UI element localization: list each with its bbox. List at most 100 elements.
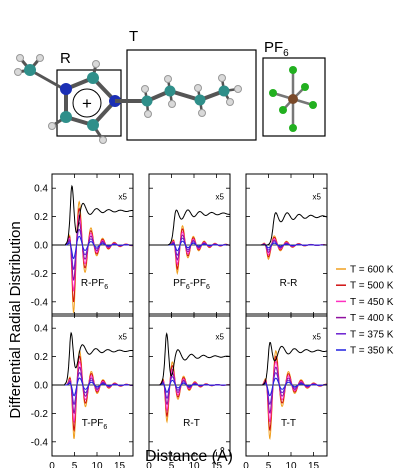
curve-600k (246, 235, 327, 261)
y-tick-label: 0.0 (34, 241, 48, 252)
bond (29, 68, 63, 90)
scale-label: x5 (119, 333, 128, 342)
x-tick-label: 0 (146, 461, 152, 468)
y-tick-label: -0.2 (31, 269, 49, 280)
scaled-curve (52, 184, 133, 246)
curves (149, 209, 230, 276)
panel-label: T-PF6 (82, 418, 108, 431)
legend-label: T = 375 K (350, 329, 394, 340)
nitrogen-atom (60, 83, 72, 95)
hydrogen-atom (226, 98, 234, 106)
fluorine-atom (269, 89, 277, 97)
fluorine-atom (289, 124, 297, 132)
x-tick-label: 0 (49, 461, 55, 468)
panel: 0 5 10 15 x5 R-T (146, 313, 231, 468)
panel-label: R-R (280, 278, 298, 289)
hydrogen-atom (234, 85, 242, 93)
x-tick-label: 10 (91, 461, 103, 468)
panel: x5 PF6-PF6 (148, 173, 231, 317)
x-tick-label: 10 (285, 461, 297, 468)
legend-label: T = 450 K (350, 297, 394, 308)
carbon-atom (87, 72, 99, 84)
panel-label: PF6-PF6 (173, 278, 210, 291)
x-tick-label: 5 (169, 461, 175, 468)
carbon-atom (24, 64, 36, 76)
carbon-atom (141, 95, 153, 107)
scaled-curve (246, 342, 327, 386)
scale-label: x5 (313, 333, 322, 342)
panel: 0 5 10 15 x5 T-T (243, 313, 328, 468)
hydrogen-atom (36, 54, 44, 62)
y-tick-label: 0.4 (34, 184, 48, 195)
hydrogen-atom (168, 100, 176, 108)
fluorine-atom (301, 83, 309, 91)
x-tick-label: 0 (243, 461, 249, 468)
panel-label: R-T (183, 418, 200, 429)
legend-label: T = 600 K (350, 265, 394, 276)
hydrogen-atom (14, 68, 22, 76)
legend-label: T = 400 K (350, 313, 394, 324)
legend-label: T = 500 K (350, 281, 394, 292)
y-tick-label: -0.4 (31, 437, 49, 448)
y-axis-title: Differential Radial Distribution (7, 221, 24, 418)
scaled-curve (246, 212, 327, 246)
hydrogen-atom (218, 74, 226, 82)
carbon-atom (164, 85, 176, 97)
ring-charge-marker (72, 88, 102, 118)
group-box-pf6 (262, 57, 326, 137)
hydrogen-atom (141, 85, 149, 93)
hydrogen-atom (198, 109, 206, 117)
y-tick-label: 0.2 (34, 352, 48, 363)
panel: -0.4 -0.2 0.0 0.2 0.4 x5 R-PF6 (31, 173, 134, 317)
curve-350k (52, 377, 133, 397)
phosphorus-atom (288, 94, 298, 104)
curves (52, 184, 133, 314)
group-label-pf6: PF6 (264, 39, 289, 59)
fluorine-atom (309, 101, 317, 109)
curves (246, 342, 327, 441)
x-tick-label: 5 (72, 461, 78, 468)
fluorine-atom (279, 106, 287, 114)
panel: x5 R-R (245, 173, 328, 317)
scale-label: x5 (313, 193, 322, 202)
legend-label: T = 350 K (350, 346, 394, 357)
hydrogen-atom (164, 75, 172, 83)
carbon-atom (194, 94, 206, 106)
panel-grid: -0.4 -0.2 0.0 0.2 0.4 x5 R-PF6 x5 PF6-PF6 x5 R-R -0… (31, 173, 328, 468)
fluorine-atom (289, 66, 297, 74)
curve-350k (149, 379, 230, 394)
x-tick-label: 10 (188, 461, 200, 468)
y-tick-label: 0.4 (34, 324, 48, 335)
carbon-atom (218, 85, 230, 97)
hydrogen-atom (16, 54, 24, 62)
hydrogen-atom (144, 110, 152, 118)
scale-label: x5 (119, 193, 128, 202)
y-tick-label: 0.0 (34, 381, 48, 392)
panel-label: R-PF6 (81, 278, 108, 291)
scaled-curve (52, 331, 133, 386)
scale-label: x5 (216, 193, 225, 202)
scaled-curve (149, 332, 230, 386)
x-tick-label: 15 (211, 461, 223, 468)
x-tick-label: 15 (114, 461, 126, 468)
carbon-atom (87, 119, 99, 131)
group-box-t (126, 49, 257, 141)
curves (52, 331, 133, 439)
y-tick-label: -0.4 (31, 297, 49, 308)
group-label-t: T (129, 28, 138, 45)
legend: T = 600 K T = 500 K T = 450 K T = 400 K T = … (336, 265, 394, 357)
curve-450k (246, 360, 327, 423)
hydrogen-atom (99, 136, 107, 144)
hydrogen-atom (194, 84, 202, 92)
carbon-atom (60, 111, 72, 123)
y-tick-label: -0.2 (31, 409, 49, 420)
curve-400k (246, 366, 327, 414)
curves (149, 332, 230, 424)
scaled-curve (149, 209, 230, 246)
hydrogen-atom (92, 60, 100, 68)
group-label-r: R (60, 50, 71, 67)
molecule-illustration: R T PF6 + (14, 28, 326, 144)
x-tick-label: 5 (266, 461, 272, 468)
panel: -0.4 -0.2 0.0 0.2 0.4 0 5 10 15 x5 T-PF6 (31, 313, 134, 468)
curve-600k (52, 200, 133, 314)
